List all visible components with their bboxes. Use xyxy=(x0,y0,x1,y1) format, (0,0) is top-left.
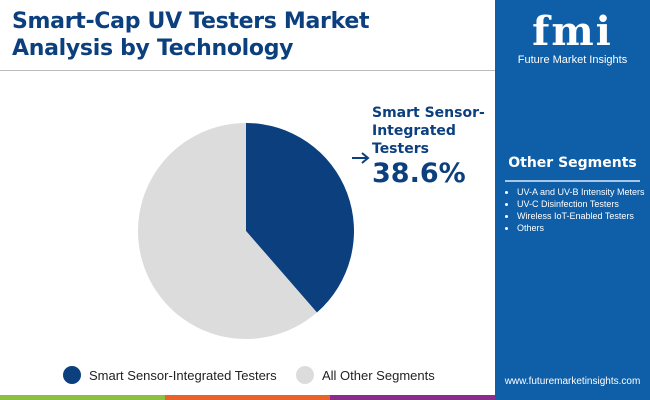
list-item: UV-A and UV-B Intensity Meters xyxy=(517,186,647,198)
other-segments-list: UV-A and UV-B Intensity Meters UV-C Disi… xyxy=(495,186,647,234)
list-item: Others xyxy=(517,222,647,234)
list-item: UV-C Disinfection Testers xyxy=(517,198,647,210)
side-panel xyxy=(495,0,650,395)
list-item: Wireless IoT-Enabled Testers xyxy=(517,210,647,222)
legend-item-others: All Other Segments xyxy=(296,366,435,384)
website-link[interactable]: www.futuremarketinsights.com xyxy=(504,376,641,387)
arrow-icon xyxy=(352,152,370,164)
legend-swatch xyxy=(296,366,314,384)
pie-chart xyxy=(137,123,354,340)
divider xyxy=(0,70,495,71)
callout-label: Smart Sensor-Integrated Testers xyxy=(372,105,485,157)
pie-slice-0 xyxy=(246,123,354,313)
pie-slice-1 xyxy=(137,123,317,340)
stripe-green xyxy=(0,395,165,400)
legend-swatch xyxy=(63,366,81,384)
divider xyxy=(505,180,640,182)
fmi-logo: fmi Future Market Insights xyxy=(517,8,628,67)
legend-label: Smart Sensor-Integrated Testers xyxy=(89,367,277,383)
callout-value: 38.6% xyxy=(372,158,466,189)
legend-item-smart-sensor: Smart Sensor-Integrated Testers xyxy=(63,366,277,384)
stripe-orange xyxy=(165,395,330,400)
legend-label: All Other Segments xyxy=(322,367,435,383)
other-segments-title: Other Segments xyxy=(508,155,637,171)
chart-title: Smart-Cap UV Testers Market Analysis by T… xyxy=(12,9,370,61)
stripe-blue xyxy=(495,395,650,400)
stripe-purple xyxy=(330,395,495,400)
